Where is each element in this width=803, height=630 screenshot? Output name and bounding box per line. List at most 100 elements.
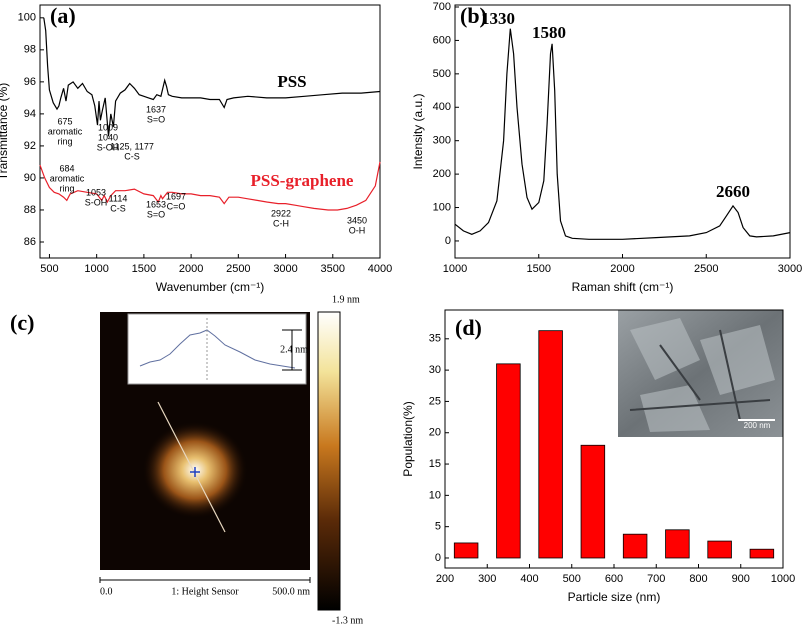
y-tick-label: 0 xyxy=(435,552,441,564)
x-axis-title: Particle size (nm) xyxy=(568,590,661,604)
profile-line xyxy=(139,329,296,369)
x-axis-title: Raman shift (cm⁻¹) xyxy=(572,280,674,294)
x-tick-label: 800 xyxy=(689,573,707,585)
annotation: 1009 xyxy=(98,122,118,132)
y-tick-label: 500 xyxy=(433,68,451,80)
x-tick-label: 1500 xyxy=(527,263,551,275)
annotation: S-OH xyxy=(85,197,108,207)
series-line xyxy=(39,161,381,211)
bar xyxy=(538,330,563,559)
x-tick-label: 200 xyxy=(436,573,454,585)
y-tick-label: 5 xyxy=(435,521,441,533)
y-tick-label: 90 xyxy=(24,172,36,184)
annotation: 1653 xyxy=(146,199,166,209)
colorbar-label: -1.3 nm xyxy=(332,615,363,626)
panel-label: (a) xyxy=(50,3,76,28)
bar xyxy=(622,533,648,559)
cursor-mark xyxy=(190,467,200,477)
annotation: C-S xyxy=(110,203,126,213)
bar xyxy=(707,540,732,559)
y-tick-label: 300 xyxy=(433,135,451,147)
x-tick-label: 400 xyxy=(520,573,538,585)
annotation: ring xyxy=(57,136,72,146)
x-axis-title: 1: Height Sensor xyxy=(171,586,239,597)
x-tick-label: 1000 xyxy=(443,263,467,275)
y-tick-label: 92 xyxy=(24,140,36,152)
annotation: S=O xyxy=(147,114,165,124)
scale-label: 200 nm xyxy=(744,421,771,430)
annotation: 1125, 1177 xyxy=(110,141,154,151)
spectrum-line xyxy=(454,28,791,240)
sem-edges xyxy=(629,329,771,421)
annotation: S-OH xyxy=(97,142,120,152)
x-tick-label: 900 xyxy=(732,573,750,585)
bar xyxy=(665,529,690,559)
annotation: C-S xyxy=(124,151,140,161)
annotation: 1697 xyxy=(166,191,186,201)
annotation: 1637 xyxy=(146,104,166,114)
x-tick-label: 500.0 nm xyxy=(272,586,310,597)
annotation: aromatic xyxy=(50,173,85,183)
series-label: PSS-graphene xyxy=(251,171,354,190)
annotation: 2.4 nm xyxy=(280,344,308,355)
annotation: O-H xyxy=(349,225,366,235)
annotation: 2922 xyxy=(271,208,291,218)
annotation: 3450 xyxy=(347,215,367,225)
x-tick-label: 2500 xyxy=(226,263,250,275)
x-tick-label: 1000 xyxy=(84,263,108,275)
annotation: 1040 xyxy=(98,132,118,142)
x-tick-label: 2500 xyxy=(694,263,718,275)
x-tick-label: 1000 xyxy=(771,573,795,585)
y-tick-label: 400 xyxy=(433,101,451,113)
panel-label: (d) xyxy=(455,315,482,340)
y-tick-label: 100 xyxy=(433,201,451,213)
x-tick-label: 1500 xyxy=(132,263,156,275)
x-tick-label: 300 xyxy=(478,573,496,585)
panel-label: (b) xyxy=(460,3,487,28)
profile-inset xyxy=(127,313,307,385)
y-tick-label: 0 xyxy=(445,235,451,247)
annotation: 1053 xyxy=(86,187,106,197)
y-axis-title: Population(%) xyxy=(401,401,415,476)
plot-frame xyxy=(39,4,381,259)
y-axis-title: Intensity (a.u.) xyxy=(411,93,425,169)
colorbar xyxy=(317,311,341,611)
annotation: ring xyxy=(59,183,74,193)
x-tick-label: 3000 xyxy=(273,263,297,275)
y-tick-label: 30 xyxy=(429,364,441,376)
annotation: 1580 xyxy=(532,23,566,42)
y-tick-label: 700 xyxy=(433,1,451,13)
x-tick-label: 700 xyxy=(647,573,665,585)
x-tick-label: 2000 xyxy=(610,263,634,275)
x-tick-label: 4000 xyxy=(368,263,392,275)
bar xyxy=(496,363,521,559)
x-tick-label: 500 xyxy=(40,263,58,275)
y-tick-label: 20 xyxy=(429,427,441,439)
y-tick-label: 98 xyxy=(24,44,36,56)
scan-line xyxy=(157,401,226,533)
y-tick-label: 88 xyxy=(24,204,36,216)
y-tick-label: 100 xyxy=(18,12,36,24)
plot-frame xyxy=(454,4,791,259)
y-tick-label: 15 xyxy=(429,458,441,470)
annotation: aromatic xyxy=(48,126,83,136)
afm-art xyxy=(100,311,341,611)
bar xyxy=(749,548,775,559)
x-tick-label: 3500 xyxy=(321,263,345,275)
height-marker xyxy=(282,329,302,371)
annotation: C=O xyxy=(167,201,186,211)
y-tick-label: 35 xyxy=(429,333,441,345)
x-tick-label: 2000 xyxy=(179,263,203,275)
annotation: C-H xyxy=(273,218,289,228)
y-tick-label: 200 xyxy=(433,168,451,180)
x-tick-label: 0.0 xyxy=(100,586,113,597)
bar xyxy=(580,444,606,559)
colorbar-label: 1.9 nm xyxy=(332,294,360,305)
x-tick-label: 600 xyxy=(605,573,623,585)
y-tick-label: 600 xyxy=(433,34,451,46)
sem-inset xyxy=(618,310,783,437)
y-tick-label: 86 xyxy=(24,236,36,248)
annotation: 2660 xyxy=(716,182,750,201)
